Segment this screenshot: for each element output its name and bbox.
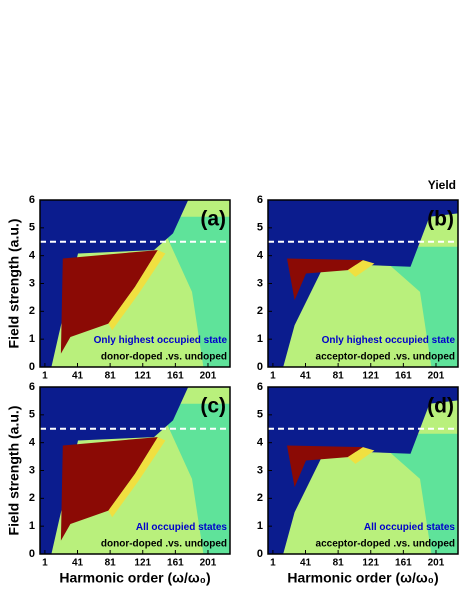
heatmap-region (287, 258, 363, 301)
panel-label: (d) (427, 395, 454, 418)
x-axis-label: Harmonic order (ω/ω₀) (59, 570, 210, 586)
x-tick-label: 121 (362, 371, 379, 382)
x-tick-label: 161 (395, 371, 412, 382)
y-tick-label: 4 (257, 250, 264, 262)
y-tick-label: 4 (257, 437, 264, 449)
y-tick-label: 3 (29, 464, 35, 476)
x-tick-label: 121 (134, 371, 151, 382)
x-tick-label: 201 (428, 371, 445, 382)
y-tick-label: 0 (29, 548, 35, 560)
heatmap-region (108, 250, 166, 331)
heatmap-region (372, 246, 458, 367)
x-tick-label: 81 (333, 558, 345, 569)
y-tick-label: 2 (29, 305, 35, 317)
y-tick-label: 1 (29, 520, 35, 532)
y-tick-label: 5 (257, 409, 263, 421)
x-tick-label: 1 (42, 558, 48, 569)
heatmap-region (347, 260, 375, 277)
heatmap-region (372, 433, 458, 554)
y-axis-label: Field strength (a.u.) (6, 219, 22, 349)
x-tick-label: 201 (428, 558, 445, 569)
x-tick-label: 41 (300, 558, 312, 569)
x-tick-label: 201 (200, 371, 217, 382)
y-tick-label: 5 (257, 222, 263, 234)
y-tick-label: 3 (29, 277, 35, 289)
x-tick-label: 161 (167, 371, 184, 382)
x-tick-label: 201 (200, 558, 217, 569)
y-tick-label: 6 (29, 194, 35, 206)
x-tick-label: 81 (105, 558, 117, 569)
y-tick-label: 5 (29, 222, 35, 234)
y-tick-label: 1 (257, 333, 263, 345)
annotation: All occupied states (364, 522, 456, 533)
heatmap-region (157, 216, 230, 367)
x-tick-label: 81 (105, 371, 117, 382)
x-axis-label: Harmonic order (ω/ω₀) (287, 570, 438, 586)
heatmap-region (108, 437, 166, 518)
y-tick-label: 0 (257, 548, 263, 560)
x-tick-label: 1 (42, 371, 48, 382)
y-tick-label: 2 (257, 305, 263, 317)
heatmap-region (287, 445, 363, 488)
annotation: All occupied states (136, 522, 228, 533)
heatmap-region (60, 250, 158, 354)
colorbar-label: Yield (428, 178, 456, 192)
y-tick-label: 6 (29, 381, 35, 393)
heatmap-region (347, 447, 375, 464)
annotation: acceptor-doped .vs. undoped (316, 352, 455, 363)
x-tick-label: 81 (333, 371, 345, 382)
y-tick-label: 1 (29, 333, 35, 345)
panel-label: (a) (200, 208, 226, 231)
y-tick-label: 3 (257, 277, 263, 289)
y-tick-label: 3 (257, 464, 263, 476)
heatmap-region (60, 437, 158, 541)
x-tick-label: 121 (134, 558, 151, 569)
panel-label: (c) (200, 395, 226, 418)
annotation: donor-doped .vs. undoped (101, 539, 227, 550)
x-tick-label: 41 (300, 371, 312, 382)
annotation: Only highest occupied state (322, 335, 456, 346)
annotation: acceptor-doped .vs. undoped (316, 539, 455, 550)
y-tick-label: 1 (257, 520, 263, 532)
y-tick-label: 0 (29, 361, 35, 373)
panel-label: (b) (427, 208, 454, 231)
annotation: Only highest occupied state (94, 335, 228, 346)
y-tick-label: 5 (29, 409, 35, 421)
y-tick-label: 2 (257, 492, 263, 504)
y-axis-label: Field strength (a.u.) (6, 406, 22, 536)
x-tick-label: 1 (270, 558, 276, 569)
y-tick-label: 0 (257, 361, 263, 373)
x-tick-label: 161 (395, 558, 412, 569)
x-tick-label: 161 (167, 558, 184, 569)
x-tick-label: 121 (362, 558, 379, 569)
heatmap-region (157, 403, 230, 554)
y-tick-label: 2 (29, 492, 35, 504)
x-tick-label: 1 (270, 371, 276, 382)
y-tick-label: 6 (257, 194, 263, 206)
x-tick-label: 41 (72, 558, 84, 569)
y-tick-label: 4 (29, 250, 36, 262)
y-tick-label: 6 (257, 381, 263, 393)
x-tick-label: 41 (72, 371, 84, 382)
annotation: donor-doped .vs. undoped (101, 352, 227, 363)
y-tick-label: 4 (29, 437, 36, 449)
